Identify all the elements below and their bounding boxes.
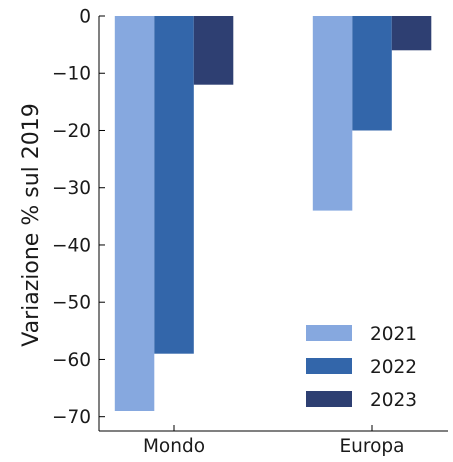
legend-label-2021: 2021 [370, 324, 417, 345]
x-ticks: Mondo Europa [143, 425, 405, 457]
plot-area: 0 −10 −20 −30 −40 −50 −60 −70 Mondo Europa [52, 7, 448, 457]
legend-label-2022: 2022 [370, 357, 417, 378]
y-tick-label: −30 [52, 178, 91, 199]
y-tick-label: −60 [52, 350, 91, 371]
bar-mondo-2022 [154, 16, 194, 354]
legend-swatch-2022 [306, 358, 352, 374]
bar-europa-2021 [312, 16, 353, 211]
y-ticks: 0 −10 −20 −30 −40 −50 −60 −70 [52, 7, 105, 428]
y-tick-label: −40 [52, 235, 91, 256]
bar-mondo-2023 [193, 16, 234, 85]
bar-europa-2023 [391, 16, 432, 51]
x-tick-label: Europa [339, 436, 404, 457]
legend: 2021 2022 2023 [306, 324, 417, 411]
legend-swatch-2021 [306, 325, 352, 341]
bar-europa-2022 [352, 16, 392, 131]
y-tick-label: −70 [52, 407, 91, 428]
legend-label-2023: 2023 [370, 390, 417, 411]
x-tick-label: Mondo [143, 436, 205, 457]
y-tick-label: −50 [52, 293, 91, 314]
bar-mondo-2021 [114, 16, 155, 411]
bars [114, 16, 432, 411]
y-tick-label: −10 [52, 64, 91, 85]
y-axis-title: Variazione % sul 2019 [19, 103, 44, 346]
y-tick-label: 0 [79, 7, 91, 28]
y-tick-label: −20 [52, 121, 91, 142]
legend-swatch-2023 [306, 391, 352, 407]
